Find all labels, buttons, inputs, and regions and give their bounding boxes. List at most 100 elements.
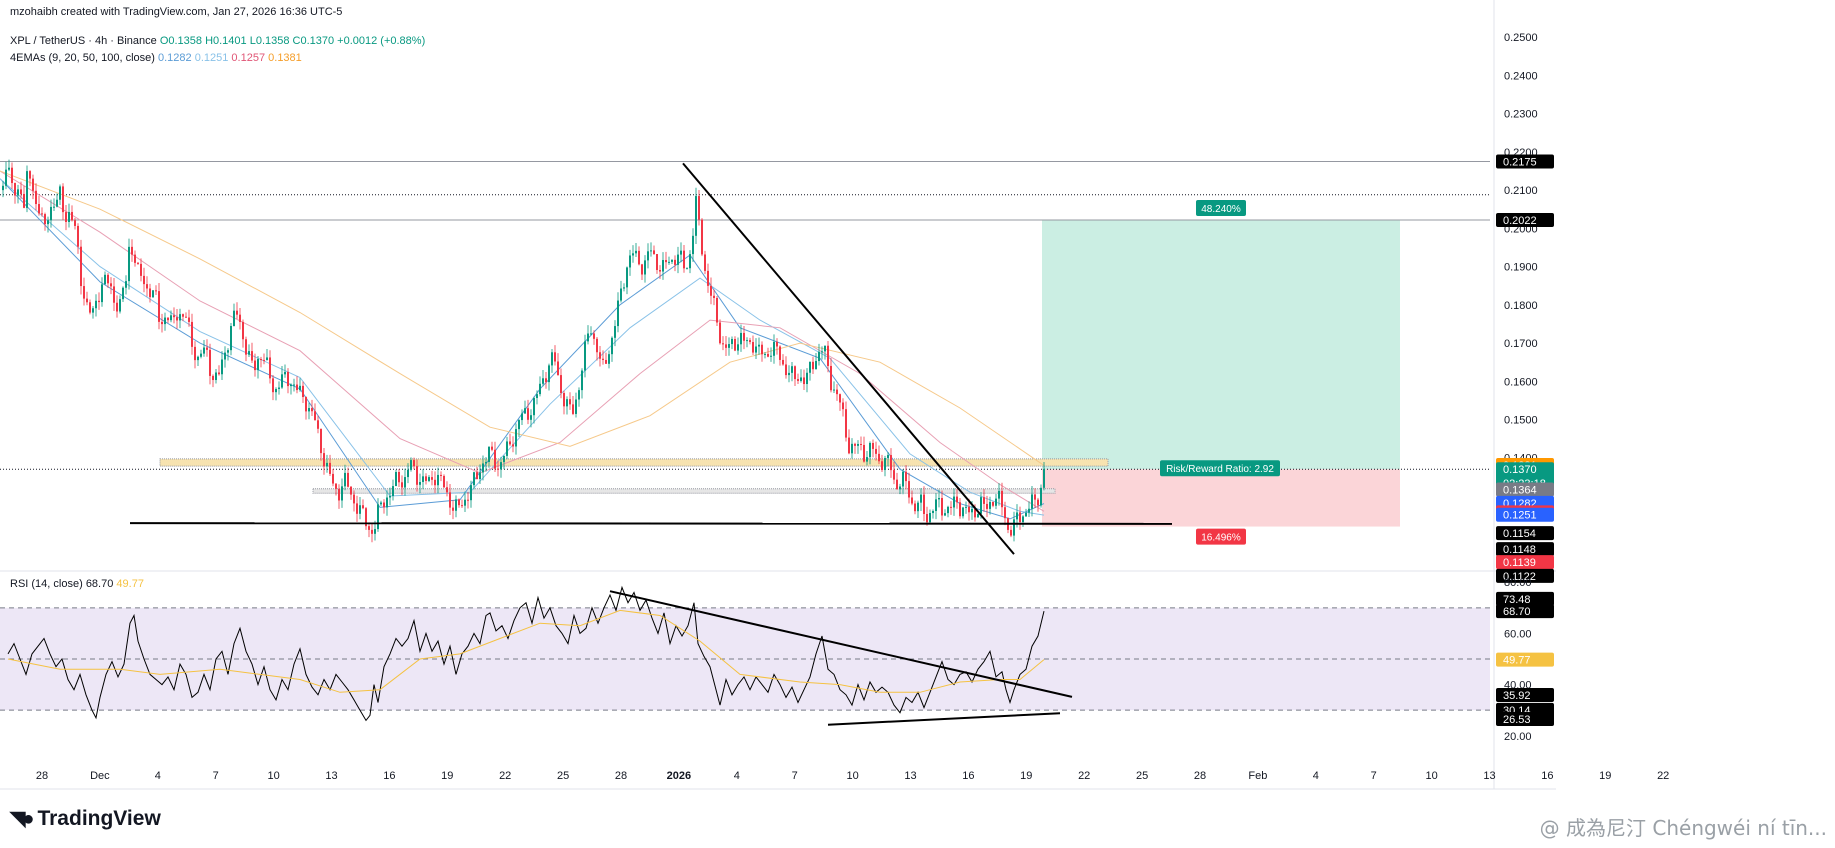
candle-body	[404, 477, 406, 488]
candle-body	[860, 443, 862, 445]
time-tick: 28	[1194, 770, 1206, 782]
time-tick: Feb	[1248, 770, 1267, 782]
candle-body	[752, 342, 754, 353]
candle-body	[512, 444, 514, 447]
candle-body	[92, 308, 94, 313]
level-marker: 0.2175	[1503, 156, 1537, 168]
candle-body	[155, 290, 157, 292]
time-tick: 4	[1313, 770, 1319, 782]
candle-body	[944, 513, 946, 516]
candle-body	[920, 494, 922, 503]
candle-body	[719, 322, 721, 344]
candle-body	[257, 359, 259, 371]
candle-body	[689, 254, 691, 269]
rsi-ma-value: 49.77	[116, 578, 144, 590]
candle-body	[329, 462, 331, 474]
time-tick: 22	[1657, 770, 1669, 782]
time-tick: 7	[213, 770, 219, 782]
candle-body	[908, 481, 910, 498]
candle-body	[431, 477, 433, 480]
candle-body	[401, 482, 403, 488]
rsi-marker: 68.70	[1503, 606, 1531, 618]
candle-body	[326, 462, 328, 467]
candle-body	[563, 393, 565, 407]
candle-body	[215, 372, 217, 381]
time-tick: 16	[962, 770, 974, 782]
candle-body	[545, 378, 547, 383]
price-marker: 0.1154	[1503, 528, 1536, 540]
candle-body	[830, 365, 832, 391]
candle-body	[20, 189, 22, 194]
candle-body	[602, 358, 604, 360]
candle-body	[158, 291, 160, 322]
rsi-legend[interactable]: RSI (14, close) 68.70 49.77	[10, 578, 144, 590]
candle-body	[887, 455, 889, 459]
candle-body	[782, 359, 784, 365]
sr-zone	[159, 458, 1109, 467]
candle-body	[977, 513, 979, 518]
candle-body	[1040, 487, 1042, 506]
price-marker-bg	[1496, 555, 1554, 570]
price-marker: 0.1251	[1503, 510, 1537, 522]
candle-body	[275, 388, 277, 393]
price-marker: 0.1370	[1503, 464, 1537, 476]
candle-body	[755, 346, 757, 353]
candle-body	[668, 261, 670, 263]
candle-body	[959, 502, 961, 517]
candle-body	[5, 169, 7, 186]
time-tick: 22	[499, 770, 511, 782]
candle-body	[398, 471, 400, 483]
candle-body	[137, 262, 139, 264]
candle-body	[941, 497, 943, 516]
candle-body	[185, 316, 187, 318]
candle-body	[872, 442, 874, 449]
candle-body	[359, 505, 361, 514]
candle-body	[248, 351, 250, 355]
candle-body	[725, 344, 727, 348]
candle-body	[647, 251, 649, 261]
candle-body	[608, 354, 610, 364]
rsi-value: 68.70	[85, 578, 114, 590]
candle-body	[8, 167, 10, 170]
price-chart[interactable]: 48.240% 16.496% Risk/Reward Ratio: 2.92 0.2…	[0, 0, 1835, 800]
candle-body	[488, 446, 490, 462]
rsi-tick: 80.00	[1504, 577, 1532, 589]
candle-body	[806, 372, 808, 385]
ema-line-3	[0, 170, 1045, 466]
candle-body	[584, 341, 586, 371]
candle-body	[347, 472, 349, 487]
candle-body	[293, 384, 295, 386]
tradingview-logo[interactable]: ◥● TradingView	[10, 806, 161, 831]
candle-body	[362, 505, 364, 509]
candle-body	[950, 506, 952, 508]
candle-body	[284, 371, 286, 375]
risk-reward-text: Risk/Reward Ratio: 2.92	[1166, 464, 1274, 475]
candle-body	[122, 287, 124, 300]
candle-body	[380, 502, 382, 505]
candle-body	[209, 349, 211, 376]
candle-body	[470, 485, 472, 501]
candle-body	[341, 486, 343, 501]
candle-body	[968, 506, 970, 513]
candle-body	[992, 501, 994, 506]
stop-percent-bg	[1196, 528, 1246, 545]
candle-body	[962, 507, 964, 517]
ema-legend[interactable]: 4EMAs (9, 20, 50, 100, close) 0.1282 0.1…	[10, 52, 302, 64]
symbol-label[interactable]: XPL / TetherUS · 4h · Binance	[10, 35, 157, 47]
candle-body	[743, 332, 745, 341]
candle-body	[497, 468, 499, 470]
candle-body	[350, 486, 352, 495]
candle-body	[800, 377, 802, 381]
candle-body	[554, 352, 556, 362]
candle-body	[629, 255, 631, 268]
candle-body	[671, 259, 673, 262]
candle-body	[227, 350, 229, 353]
candle-body	[377, 504, 379, 530]
candle-body	[317, 420, 319, 429]
candle-body	[716, 297, 718, 323]
candle-body	[146, 284, 148, 289]
candle-body	[71, 211, 73, 221]
candle-body	[368, 526, 370, 530]
trendline	[129, 522, 1173, 525]
candle-body	[140, 263, 142, 276]
